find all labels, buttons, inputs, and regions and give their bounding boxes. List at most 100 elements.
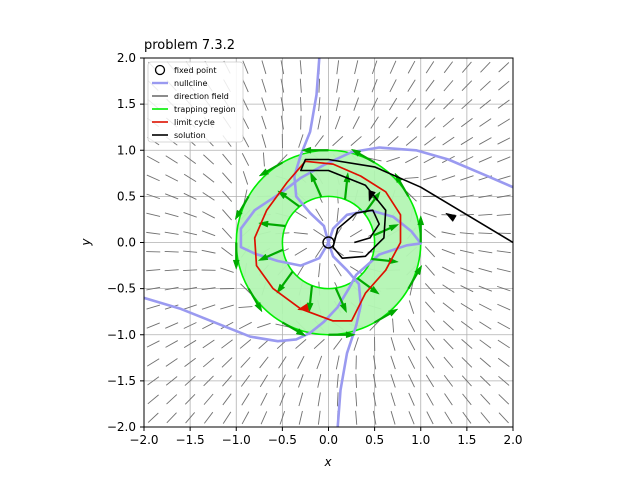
field-segment [496, 213, 511, 216]
field-segment [221, 357, 233, 368]
field-segment [184, 393, 196, 405]
field-segment [165, 174, 179, 182]
solution-trajectories [300, 158, 513, 259]
boundary-arrow-head [295, 328, 307, 337]
boundary-arrow-head [232, 259, 240, 271]
field-segment [280, 60, 285, 75]
field-segment [184, 375, 196, 386]
field-segment [388, 116, 398, 129]
field-segment [183, 339, 197, 349]
field-segment [294, 247, 308, 256]
field-segment [280, 78, 285, 93]
field-segment [479, 357, 491, 368]
field-segment [164, 212, 179, 218]
field-segment [353, 78, 359, 93]
field-segment [220, 304, 234, 310]
field-segment [202, 357, 215, 368]
axis-ticks: −2.0 −1.5 −1.0 −0.5 0.0 0.5 1.0 1.5 2.0 −2.0 −1.5 −… [107, 51, 523, 447]
field-segment [443, 98, 454, 110]
field-segment [409, 281, 414, 296]
field-segment [389, 97, 398, 111]
field-segment [498, 80, 510, 91]
field-segment [260, 392, 268, 406]
field-segment [261, 115, 267, 130]
field-segment [478, 232, 493, 235]
field-segment [259, 374, 268, 388]
field-segment [314, 135, 324, 147]
trapping-region-inner-edge [281, 195, 376, 290]
field-segment [497, 118, 510, 127]
field-segment [426, 411, 434, 425]
y-tick-label: −0.5 [107, 282, 136, 296]
field-segment [183, 173, 197, 182]
x-tick-label: 2.0 [503, 433, 522, 447]
field-segment [479, 80, 491, 91]
chart-title: problem 7.3.2 [144, 38, 235, 53]
field-segment [164, 269, 179, 272]
field-segment [239, 321, 252, 330]
field-segment [478, 194, 493, 199]
field-segment [315, 208, 324, 222]
field-segment [299, 78, 302, 93]
field-segment [372, 373, 377, 388]
field-segment [461, 99, 473, 110]
boundary-arrow-head [371, 191, 381, 202]
field-segment [441, 194, 456, 198]
field-segment [185, 412, 196, 424]
field-segment [146, 212, 161, 217]
field-segment [478, 285, 492, 292]
limit-cycle [253, 160, 402, 322]
field-segment [334, 115, 341, 130]
field-segment [315, 245, 324, 258]
field-segment [202, 339, 215, 349]
field-segment [261, 78, 267, 93]
field-segment [184, 154, 197, 165]
field-segment [298, 134, 304, 148]
field-segment [280, 115, 284, 130]
field-segment [220, 321, 234, 330]
field-segment [386, 156, 400, 163]
field-segment [461, 61, 472, 73]
field-segment [444, 393, 453, 406]
field-segment [165, 322, 179, 329]
solution-arrow [445, 212, 457, 222]
boundary-arrows [232, 146, 425, 339]
field-segment [407, 355, 416, 369]
field-segment [478, 156, 492, 163]
boundary-arrow-head [276, 283, 286, 294]
field-segment [241, 393, 250, 406]
field-segment [222, 190, 233, 202]
field-segment [202, 321, 216, 330]
field-segment [317, 392, 321, 407]
field-segment [460, 320, 473, 331]
field-segment [389, 60, 397, 74]
field-segment [367, 157, 382, 162]
field-segment [390, 392, 396, 407]
field-segment [443, 80, 454, 92]
field-segment [336, 392, 339, 407]
field-segment [461, 357, 473, 368]
field-segment [423, 212, 437, 218]
field-segment [352, 116, 360, 129]
field-segment [442, 136, 455, 146]
field-segment [459, 232, 474, 235]
field-segment [425, 61, 435, 74]
field-segment [279, 392, 286, 406]
field-segment [335, 97, 340, 112]
field-segment [444, 411, 453, 424]
field-segment [424, 301, 435, 313]
field-segment [165, 193, 179, 200]
field-segment [407, 337, 416, 351]
y-tick-label: 0.0 [117, 236, 136, 250]
field-segment [497, 99, 510, 109]
field-segment [221, 227, 233, 239]
field-segment [183, 250, 198, 253]
field-segment [479, 118, 492, 127]
field-segment [277, 154, 288, 165]
field-segment [496, 175, 511, 181]
field-segment [354, 60, 359, 75]
boundary-arrow-head [417, 214, 425, 226]
field-segment [442, 284, 455, 293]
field-segment [222, 209, 232, 221]
field-segment [369, 320, 380, 331]
